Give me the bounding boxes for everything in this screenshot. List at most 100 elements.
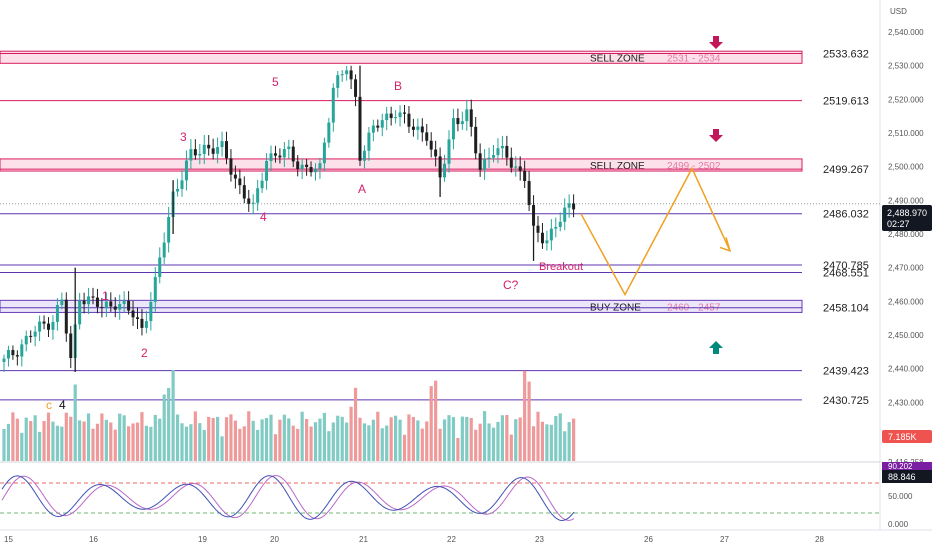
osc-k-badge: 88.846 (888, 472, 916, 482)
candle-body (434, 149, 438, 157)
projection-line (580, 166, 731, 297)
candle-body (296, 161, 300, 170)
candle-body (443, 163, 447, 178)
volume-bar (313, 422, 318, 461)
volume-bar (309, 426, 313, 461)
wave-label: c (46, 398, 52, 412)
volume-bar (385, 425, 389, 461)
volume-bar (487, 423, 491, 461)
volume-bar (545, 424, 549, 461)
candle-body (24, 335, 28, 345)
candle-body (118, 304, 122, 310)
candle-body (127, 300, 131, 311)
volume-bar (540, 421, 545, 461)
wave-label: 3 (180, 130, 187, 144)
price-tick: 2,480.000 (888, 230, 924, 239)
volume-bar (474, 429, 478, 461)
candle-body (260, 180, 264, 189)
level-label: 2468.551 (823, 268, 869, 280)
osc-k-badge-bg (882, 470, 932, 483)
volume-bar (113, 429, 117, 461)
candle-body (540, 232, 544, 244)
candle-body (180, 180, 184, 189)
time-axis[interactable]: 15 16 19 20 21 22 23 26 27 28 (0, 529, 932, 544)
volume-bars (2, 370, 576, 461)
countdown-badge: 02:27 (887, 219, 910, 229)
time-tick: 28 (815, 535, 824, 544)
volume-bar (73, 384, 77, 461)
price-axis-badges: 7.185K 2,416.258 90.202 88.846 2,488.970… (882, 205, 932, 483)
candle-body (273, 153, 277, 156)
candle-body (554, 226, 558, 229)
volume-bar (527, 381, 531, 461)
volume-bar (287, 418, 291, 461)
candle-body (136, 317, 139, 319)
level-label: 2519.613 (823, 96, 869, 108)
volume-bar (167, 387, 171, 461)
candle-body (518, 166, 522, 171)
volume-bar (260, 419, 264, 461)
volume-bar (104, 419, 108, 461)
volume-bar (291, 425, 295, 461)
currency-label: USD (890, 7, 907, 16)
volume-bar (336, 415, 340, 461)
candle-body (144, 321, 148, 328)
volume-bar (207, 416, 211, 461)
volume-bar (55, 425, 59, 461)
candle-body (362, 150, 366, 161)
volume-bar (558, 413, 562, 461)
time-tick: 27 (720, 535, 729, 544)
volume-bar (362, 423, 367, 461)
candle-body (558, 221, 562, 227)
candle-body (20, 344, 24, 357)
candle-body (380, 120, 384, 128)
volume-bar (514, 419, 518, 461)
volume-bar (6, 423, 11, 461)
zone-box (0, 50, 803, 64)
candle-body (367, 132, 371, 151)
volume-bar (273, 434, 278, 461)
level-label: 2430.725 (823, 395, 869, 407)
volume-bar (20, 432, 24, 461)
candle-body (305, 164, 309, 168)
volume-bar (296, 428, 300, 461)
candle-body (87, 296, 91, 305)
volume-bar (162, 394, 166, 461)
volume-bar (411, 417, 415, 461)
candle-body (407, 113, 411, 127)
candle-body (11, 350, 15, 356)
volume-bar (211, 417, 215, 461)
stochastic-pane[interactable]: 50.000 0.000 (0, 461, 913, 529)
candle-body (6, 350, 10, 359)
volume-bar (189, 424, 193, 461)
volume-bar (451, 417, 456, 461)
level-label: 2470.785 (823, 260, 869, 272)
wave-label: A (358, 182, 366, 196)
volume-bar (247, 411, 251, 461)
price-tick: 2,500.000 (888, 163, 924, 172)
volume-bar (140, 412, 144, 461)
candle-body (278, 155, 282, 158)
candle-body (15, 355, 19, 357)
volume-bar (367, 425, 371, 461)
candle-body (429, 140, 433, 150)
candle-body (69, 333, 73, 358)
candle-body (95, 297, 99, 307)
zone-label: SELL ZONE (590, 53, 645, 64)
volume-bar (425, 421, 429, 461)
volume-badge-bg (882, 430, 932, 443)
volume-bar (144, 425, 148, 461)
volume-bar (33, 415, 37, 461)
candle-body (545, 240, 549, 244)
candle-body (104, 301, 108, 308)
wave-label: 1 (102, 289, 109, 303)
candle-body (211, 148, 215, 154)
time-tick: 16 (89, 535, 98, 544)
level-label: 2499.267 (823, 164, 869, 176)
candle-body (60, 299, 64, 306)
time-tick: 23 (535, 535, 544, 544)
candle-body (202, 144, 206, 154)
wave-label: C? (503, 278, 519, 292)
